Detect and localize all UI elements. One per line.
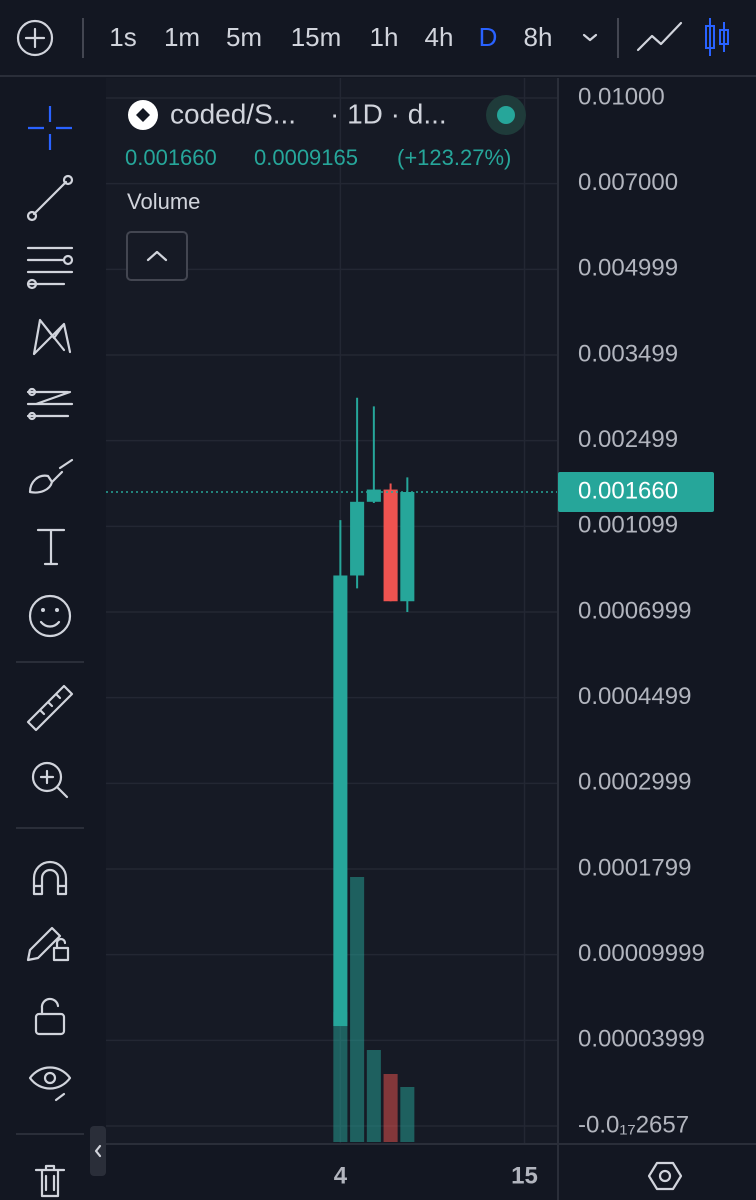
y-tick-label: 0.004999 xyxy=(578,255,678,282)
interval-option[interactable]: 1h xyxy=(370,22,399,52)
top-bar xyxy=(0,0,756,76)
status-dot xyxy=(497,106,515,124)
brush-tool[interactable] xyxy=(28,458,74,494)
interval-option[interactable]: 8h xyxy=(524,22,553,52)
interval-list: 1s 1m 5m 15m 1h 4h D 8h xyxy=(109,22,552,52)
ruler-tool[interactable] xyxy=(26,684,74,732)
candle-body xyxy=(366,489,381,502)
y-tick-label: -0.0₁₇2657 xyxy=(578,1111,689,1138)
candle-body xyxy=(333,575,348,1027)
y-tick-label: 0.003499 xyxy=(578,340,678,367)
y-tick-label: 0.0006999 xyxy=(578,597,691,624)
interval-option[interactable]: 4h xyxy=(425,22,454,52)
projection-tool[interactable] xyxy=(26,387,74,421)
lock-drawing-tool[interactable] xyxy=(26,926,70,962)
y-tick-label: 0.0004499 xyxy=(578,683,691,710)
volume-bar xyxy=(400,1087,415,1142)
y-tick-label: 0.0002999 xyxy=(578,769,691,796)
candle-body xyxy=(400,492,415,602)
series xyxy=(106,397,558,1142)
volume-bar xyxy=(366,1050,381,1142)
candle-body xyxy=(383,489,398,602)
interval-option[interactable]: 15m xyxy=(291,22,342,52)
settings-button[interactable] xyxy=(647,1161,683,1191)
collapse-toolbar[interactable] xyxy=(90,1126,106,1176)
delete-tool[interactable] xyxy=(34,1164,66,1198)
candle-chart-button[interactable] xyxy=(705,18,729,56)
interval-option[interactable]: D xyxy=(479,22,498,52)
volume-bar xyxy=(350,877,365,1142)
last-price-tag xyxy=(558,472,714,513)
legend-change-pct: (+123.27%) xyxy=(397,145,511,170)
line-chart-button[interactable] xyxy=(636,21,683,52)
y-tick-label: 0.00009999 xyxy=(578,940,705,967)
legend-change: 0.0009165 xyxy=(254,145,358,170)
axes: 0.01000 0.007000 0.004999 0.003499 0.002499 0… xyxy=(334,83,714,1189)
crosshair-tool[interactable] xyxy=(28,106,72,150)
trendline-tool[interactable] xyxy=(26,174,74,222)
candle-body xyxy=(350,501,365,576)
y-tick-label: 0.01000 xyxy=(578,83,665,110)
interval-dropdown[interactable] xyxy=(582,33,598,42)
add-button[interactable] xyxy=(16,19,54,57)
y-tick-label: 0.001099 xyxy=(578,512,678,539)
volume-label: Volume xyxy=(127,189,200,214)
text-tool[interactable] xyxy=(36,528,66,566)
x-tick-label: 4 xyxy=(334,1162,348,1189)
symbol-logo xyxy=(128,100,158,130)
left-toolbar xyxy=(0,78,100,1200)
interval-option[interactable]: 5m xyxy=(226,22,262,52)
y-tick-label: 0.00003999 xyxy=(578,1026,705,1053)
volume-bar xyxy=(383,1074,398,1142)
legend-price: 0.001660 xyxy=(125,145,217,170)
interval-option[interactable]: 1s xyxy=(109,22,136,52)
last-price-label: 0.001660 xyxy=(578,477,678,504)
y-tick-label: 0.0001799 xyxy=(578,854,691,881)
symbol-meta: · 1D · d... xyxy=(330,98,447,129)
y-tick-label: 0.002499 xyxy=(578,426,678,453)
interval-option[interactable]: 1m xyxy=(164,22,200,52)
collapse-legend[interactable] xyxy=(126,231,188,281)
x-tick-label: 15 xyxy=(511,1162,538,1189)
magnet-tool[interactable] xyxy=(32,860,68,896)
volume-bar xyxy=(333,1012,348,1142)
y-tick-label: 0.007000 xyxy=(578,169,678,196)
zoom-tool[interactable] xyxy=(31,761,69,799)
visibility-tool[interactable] xyxy=(28,1066,72,1102)
lock-tool[interactable] xyxy=(34,997,66,1036)
emoji-tool[interactable] xyxy=(28,594,72,638)
fib-tool[interactable] xyxy=(26,246,74,290)
grid xyxy=(106,78,558,1144)
symbol-name[interactable]: coded/S... xyxy=(170,98,296,129)
pattern-tool[interactable] xyxy=(32,318,72,356)
